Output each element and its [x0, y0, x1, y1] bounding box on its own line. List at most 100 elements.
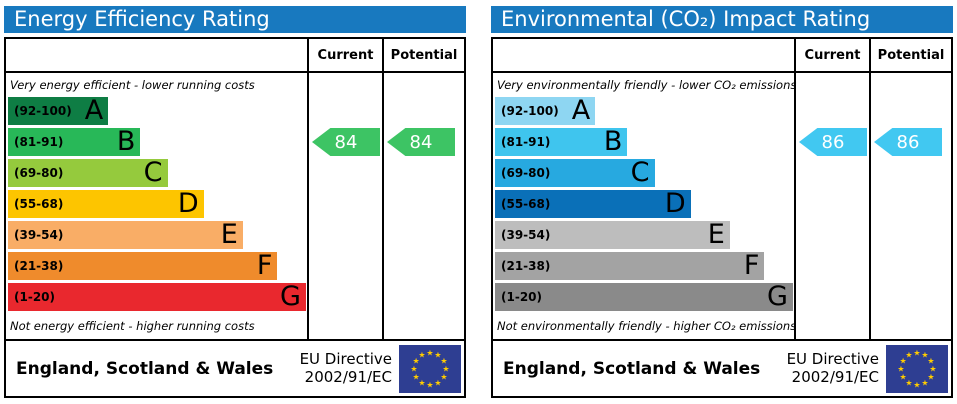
energy-table-header-row: Current Potential [6, 39, 464, 73]
svg-text:★: ★ [413, 356, 420, 365]
band-range-label: (55-68) [501, 197, 551, 211]
svg-text:★: ★ [913, 348, 920, 357]
band-letter: B [603, 126, 623, 157]
svg-text:★: ★ [929, 364, 936, 373]
eu-directive-line1: EU Directive [786, 349, 879, 368]
region-label: England, Scotland & Wales [503, 358, 761, 379]
svg-text:★: ★ [410, 364, 417, 373]
band-letter: D [177, 188, 199, 219]
energy-top-note: Very energy efficient - lower running co… [10, 78, 255, 92]
environmental-potential-column: 86 [871, 73, 951, 339]
eu-directive-line2: 2002/91/EC [304, 367, 392, 386]
band-range-label: (92-100) [501, 104, 559, 118]
eu-flag-icon: ★ ★ ★ ★ ★ ★ ★ ★ ★ ★ ★ ★ [886, 344, 948, 393]
band-range-label: (1-20) [14, 290, 55, 304]
svg-text:★: ★ [927, 356, 934, 365]
environmental-footer-row: England, Scotland & Wales EU Directive 2… [493, 341, 951, 396]
energy-band-chart: Very energy efficient - lower running co… [6, 73, 309, 339]
energy-current-value: 84 [334, 131, 358, 153]
svg-text:★: ★ [927, 372, 934, 381]
svg-text:★: ★ [921, 378, 928, 387]
band-letter: A [571, 95, 591, 126]
svg-text:★: ★ [921, 350, 928, 359]
energy-potential-column-header: Potential [390, 47, 458, 63]
environmental-table-header-row: Current Potential [493, 39, 951, 73]
band-letter: F [256, 250, 273, 281]
band-letter: D [664, 188, 686, 219]
band-range-label: (1-20) [501, 290, 542, 304]
environmental-panel-title: Environmental (CO₂) Impact Rating [501, 7, 871, 31]
band-range-label: (69-80) [501, 166, 551, 180]
svg-text:★: ★ [900, 356, 907, 365]
band-row: (39-54) E [8, 221, 243, 249]
band-row: (92-100) A [495, 95, 596, 126]
environmental-current-arrow: 86 [799, 128, 867, 156]
band-range-label: (92-100) [14, 104, 72, 118]
band-letter: E [707, 219, 725, 250]
svg-text:★: ★ [418, 378, 425, 387]
svg-text:★: ★ [440, 356, 447, 365]
band-range-label: (55-68) [14, 197, 64, 211]
svg-text:★: ★ [418, 350, 425, 359]
band-letter: C [143, 157, 163, 188]
energy-current-column: 84 [309, 73, 384, 339]
environmental-current-column-header: Current [796, 39, 871, 71]
band-row: (69-80) C [495, 159, 655, 187]
svg-text:★: ★ [434, 350, 441, 359]
band-range-label: (39-54) [14, 228, 64, 242]
band-range-label: (81-91) [14, 135, 64, 149]
energy-panel-title: Energy Efficiency Rating [14, 7, 270, 31]
band-letter: G [280, 281, 301, 312]
energy-chart-row: Very energy efficient - lower running co… [6, 73, 464, 341]
band-row: (55-68) D [8, 190, 204, 218]
band-row: (21-38) F [8, 250, 278, 281]
energy-efficiency-panel: Energy Efficiency Rating Current Potenti… [4, 6, 466, 398]
svg-text:★: ★ [440, 372, 447, 381]
band-range-label: (69-80) [14, 166, 64, 180]
environmental-bottom-note: Not environmentally friendly - higher CO… [497, 319, 797, 333]
svg-text:★: ★ [897, 364, 904, 373]
svg-text:★: ★ [905, 350, 912, 359]
eu-flag-icon: ★ ★ ★ ★ ★ ★ ★ ★ ★ ★ ★ ★ [399, 344, 461, 393]
band-row: (92-100) A [8, 97, 109, 125]
svg-text:★: ★ [442, 364, 449, 373]
band-range-label: (39-54) [501, 228, 551, 242]
svg-text:★: ★ [413, 372, 420, 381]
band-letter: B [116, 126, 136, 157]
energy-current-column-header: Current [309, 39, 384, 71]
region-label: England, Scotland & Wales [16, 358, 274, 379]
eu-directive-line1: EU Directive [299, 349, 392, 368]
environmental-band-chart: Very environmentally friendly - lower CO… [493, 73, 796, 339]
band-range-label: (21-38) [14, 259, 64, 273]
energy-bottom-note: Not energy efficient - higher running co… [10, 319, 255, 333]
eu-directive-label: EU Directive 2002/91/EC [786, 349, 879, 386]
band-letter: E [220, 219, 238, 250]
eu-directive-label: EU Directive 2002/91/EC [299, 349, 392, 386]
energy-ratings-table: Current Potential Very energy efficient … [4, 37, 466, 398]
environmental-title-bar: Environmental (CO₂) Impact Rating [491, 6, 953, 33]
band-letter: C [630, 157, 650, 188]
svg-text:★: ★ [900, 372, 907, 381]
environmental-current-value: 86 [821, 131, 845, 153]
environmental-top-note: Very environmentally friendly - lower CO… [497, 78, 797, 92]
band-letter: G [767, 281, 788, 312]
eu-directive-line2: 2002/91/EC [791, 367, 879, 386]
svg-text:★: ★ [426, 380, 433, 389]
environmental-chart-row: Very environmentally friendly - lower CO… [493, 73, 951, 341]
svg-text:★: ★ [434, 378, 441, 387]
band-row: (1-20) G [8, 283, 306, 311]
environmental-potential-column-header: Potential [877, 47, 945, 63]
band-range-label: (81-91) [501, 135, 551, 149]
band-letter: F [743, 250, 760, 281]
band-row: (81-91) B [495, 126, 628, 157]
svg-text:★: ★ [905, 378, 912, 387]
energy-potential-value: 84 [409, 131, 433, 153]
environmental-potential-arrow: 86 [874, 128, 942, 156]
environmental-potential-value: 86 [896, 131, 920, 153]
environmental-header-spacer [493, 39, 796, 71]
energy-potential-column: 84 [384, 73, 464, 339]
band-row: (69-80) C [8, 159, 168, 187]
band-row: (39-54) E [495, 221, 730, 249]
energy-potential-arrow: 84 [387, 128, 455, 156]
